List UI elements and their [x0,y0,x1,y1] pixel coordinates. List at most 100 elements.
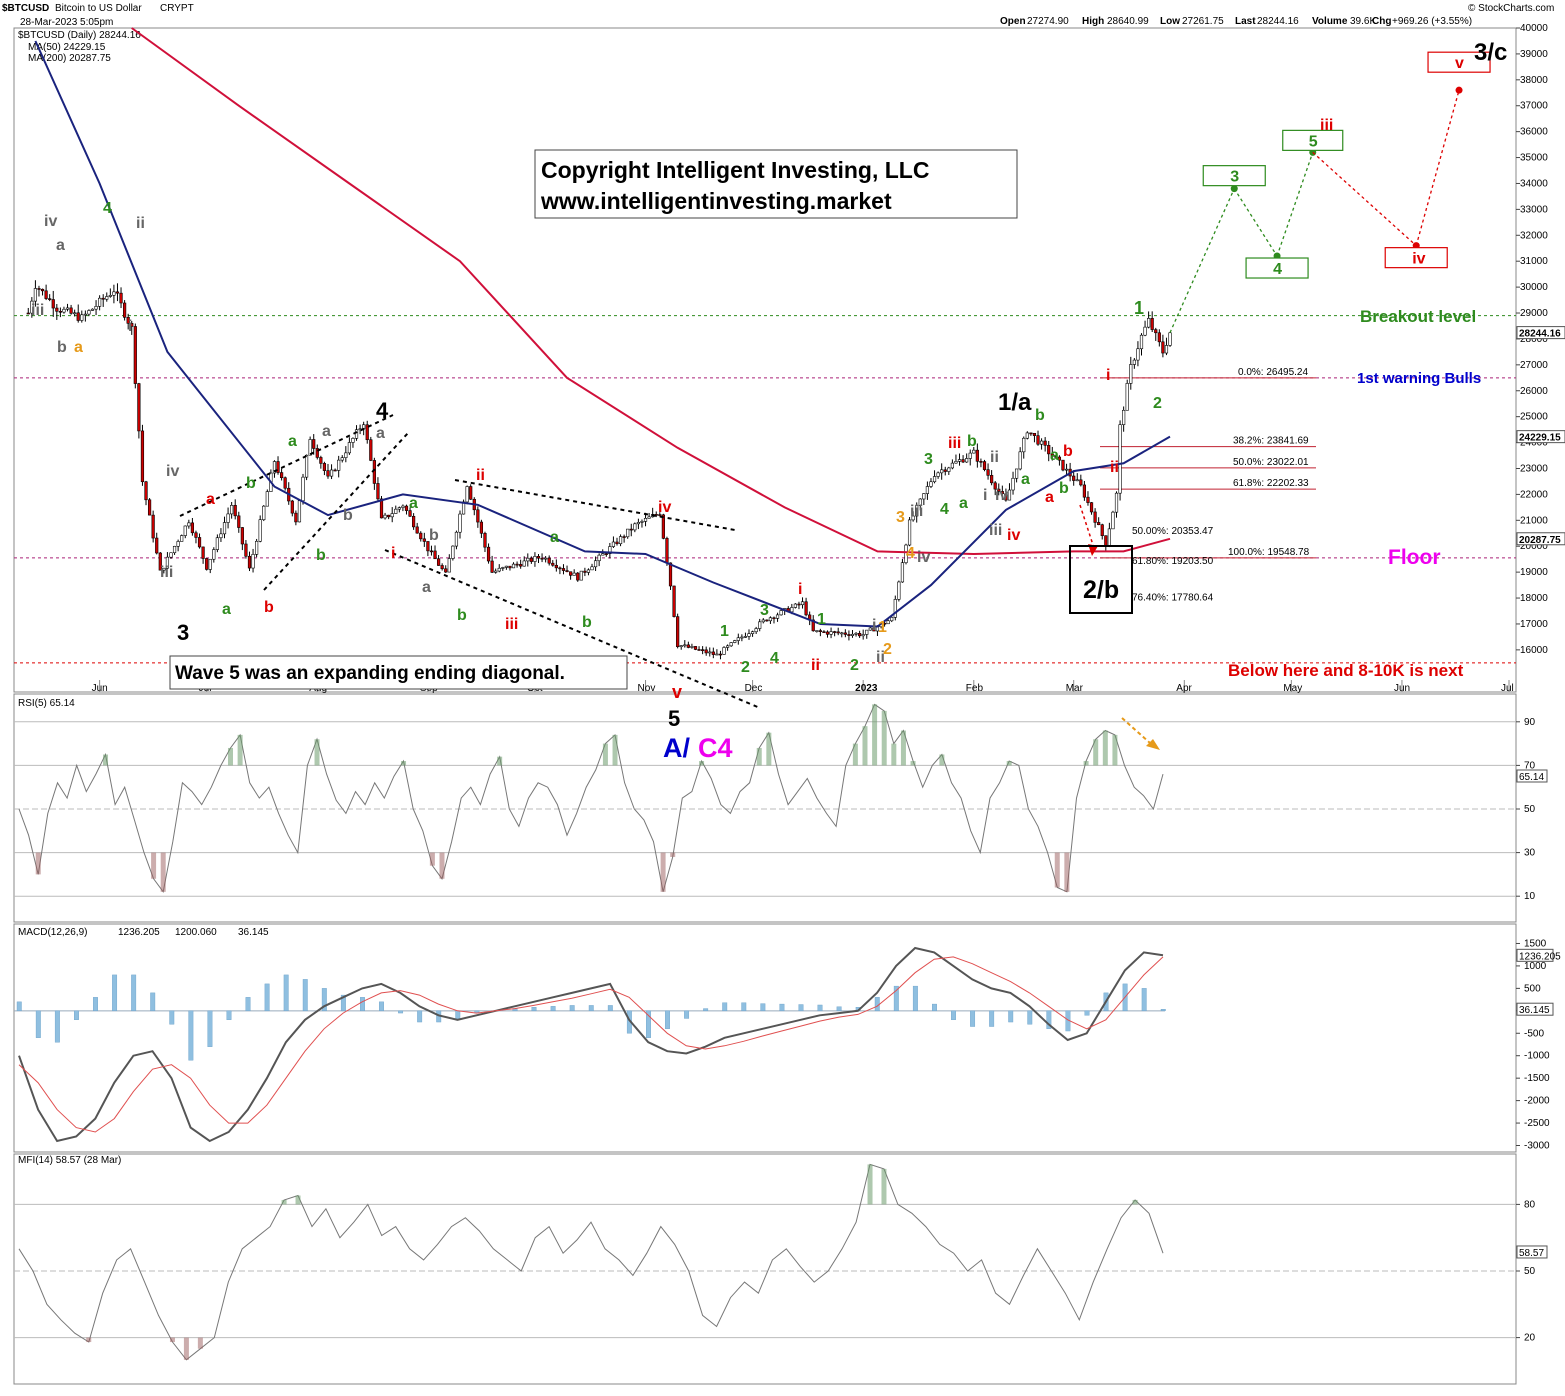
candle-body [886,620,890,625]
volume-value: 39.6K [1350,16,1376,27]
candle-body [140,430,145,483]
candle-body [1104,535,1108,547]
macd-histogram-bar [226,1010,232,1020]
projection-segment [1312,151,1417,247]
candle-body [572,572,576,576]
x-tick-label: Jun [1394,683,1410,694]
rsi-oversold-fill [160,852,166,892]
candle-body [850,633,855,636]
macd-signal-line [18,956,1164,1133]
candle-body [679,645,683,648]
candle-body [1061,459,1065,471]
wave-label: b [582,614,592,631]
candle-body [833,631,837,633]
candle-body [1114,492,1119,513]
wave-label: 2 [1153,395,1162,412]
wave-label: 1 [878,619,887,636]
candle-body [740,636,744,639]
rsi-overbought-fill [900,730,906,766]
price-tick-label: 20000 [1520,541,1548,552]
candle-body [108,295,112,297]
copyright-line2: www.intelligentinvesting.market [540,188,892,214]
candle-body [190,522,195,534]
macd-histogram-bar [340,994,346,1012]
candle-body [1147,318,1151,328]
rsi-oversold-fill [1054,852,1060,888]
candle-body [133,326,137,384]
candle-body [165,556,170,569]
macd-legend-v2: 1200.060 [175,927,217,938]
candle-body [147,499,152,516]
macd-tick-label: -1000 [1524,1051,1550,1062]
candle-body [986,469,990,476]
candle-body [622,536,626,538]
candle-body [376,483,380,500]
candle-body [1122,409,1126,425]
key-levels: 0.0%: 26495.24 38.2%: 23841.69 50.0%: 2302… [14,315,1565,664]
rsi-overbought-fill [872,704,878,766]
candle-body [765,619,769,622]
candle-body [761,619,765,623]
macd-tick-label: -1500 [1524,1073,1550,1084]
wave-c4-label: C4 [698,733,733,763]
exchange: CRYPT [160,3,194,14]
candle-body [451,545,455,559]
wave-label: a [409,495,418,512]
wave-label: ii [476,467,485,484]
candle-body [315,448,319,458]
candle-body [197,537,202,548]
wave-2b-box [1069,545,1133,614]
candle-body [130,323,134,327]
candle-body [312,439,316,449]
candle-body [155,537,159,554]
candle-body [454,531,459,547]
candle-body [1139,334,1144,350]
wave-label: b [343,507,353,524]
candle-body [1143,326,1147,336]
wave-label: 3 [896,509,905,526]
rsi-tick-label: 50 [1524,804,1536,815]
candle-body [365,424,369,441]
candle-body [693,646,698,650]
candle-body [779,610,783,616]
mfi-overbought-fill [867,1164,873,1205]
rsi-tick-label: 30 [1524,848,1536,859]
mfi-oversold-fill [197,1337,203,1349]
candle-body [922,493,926,500]
candle-body [718,653,723,656]
candle-body [1032,432,1037,436]
macd-histogram-bar [321,988,327,1012]
candle-body [536,556,541,559]
wave-label: a [222,601,231,618]
wave-label: b [316,547,326,564]
candle-body [458,513,462,533]
candle-body [932,476,937,483]
candle-body [626,528,630,538]
candle-body [704,649,708,654]
macd-histogram-bar [569,1005,575,1012]
candle-body [529,557,533,562]
rsi-badge-box [1516,769,1548,783]
price-tick-label: 31000 [1520,256,1548,267]
rsi-divergence-arrow [1121,717,1160,750]
wave-label: 1 [720,623,729,640]
price-tick-label: 25000 [1520,412,1548,423]
wave-label: iv [166,463,179,480]
candle-body [65,307,70,310]
macd-histogram-bar [379,1001,384,1012]
wave-label: iv [44,213,57,230]
candle-body [158,552,162,571]
candle-body [212,549,216,560]
rsi-overbought-fill [497,756,503,766]
price-tick-label: 18000 [1520,593,1548,604]
rsi-oversold-fill [429,852,435,866]
candle-body [511,563,516,569]
candle-body [508,565,512,569]
symbol-name: Bitcoin to US Dollar [55,3,142,14]
candle-body [561,568,566,571]
below-label: Below here and 8-10K is next [1228,661,1464,680]
candle-body [354,429,359,439]
macd-histogram-bar [1084,1010,1090,1016]
candle-body [1132,359,1136,365]
candle-body [1107,528,1111,547]
